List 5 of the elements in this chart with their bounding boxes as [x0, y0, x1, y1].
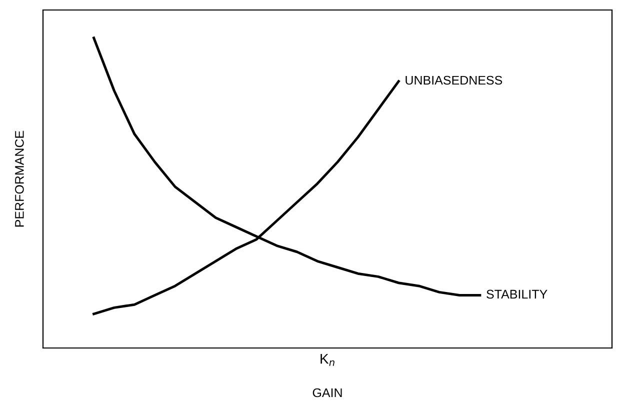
text: GAIN: [312, 388, 342, 398]
series-label: STABILITY: [486, 290, 548, 299]
x-axis-title: K$_{n}$: [320, 354, 334, 366]
y-axis-title: PERFORMANCE: [15, 130, 24, 227]
series-label: UNBIASEDNESS: [406, 76, 502, 85]
